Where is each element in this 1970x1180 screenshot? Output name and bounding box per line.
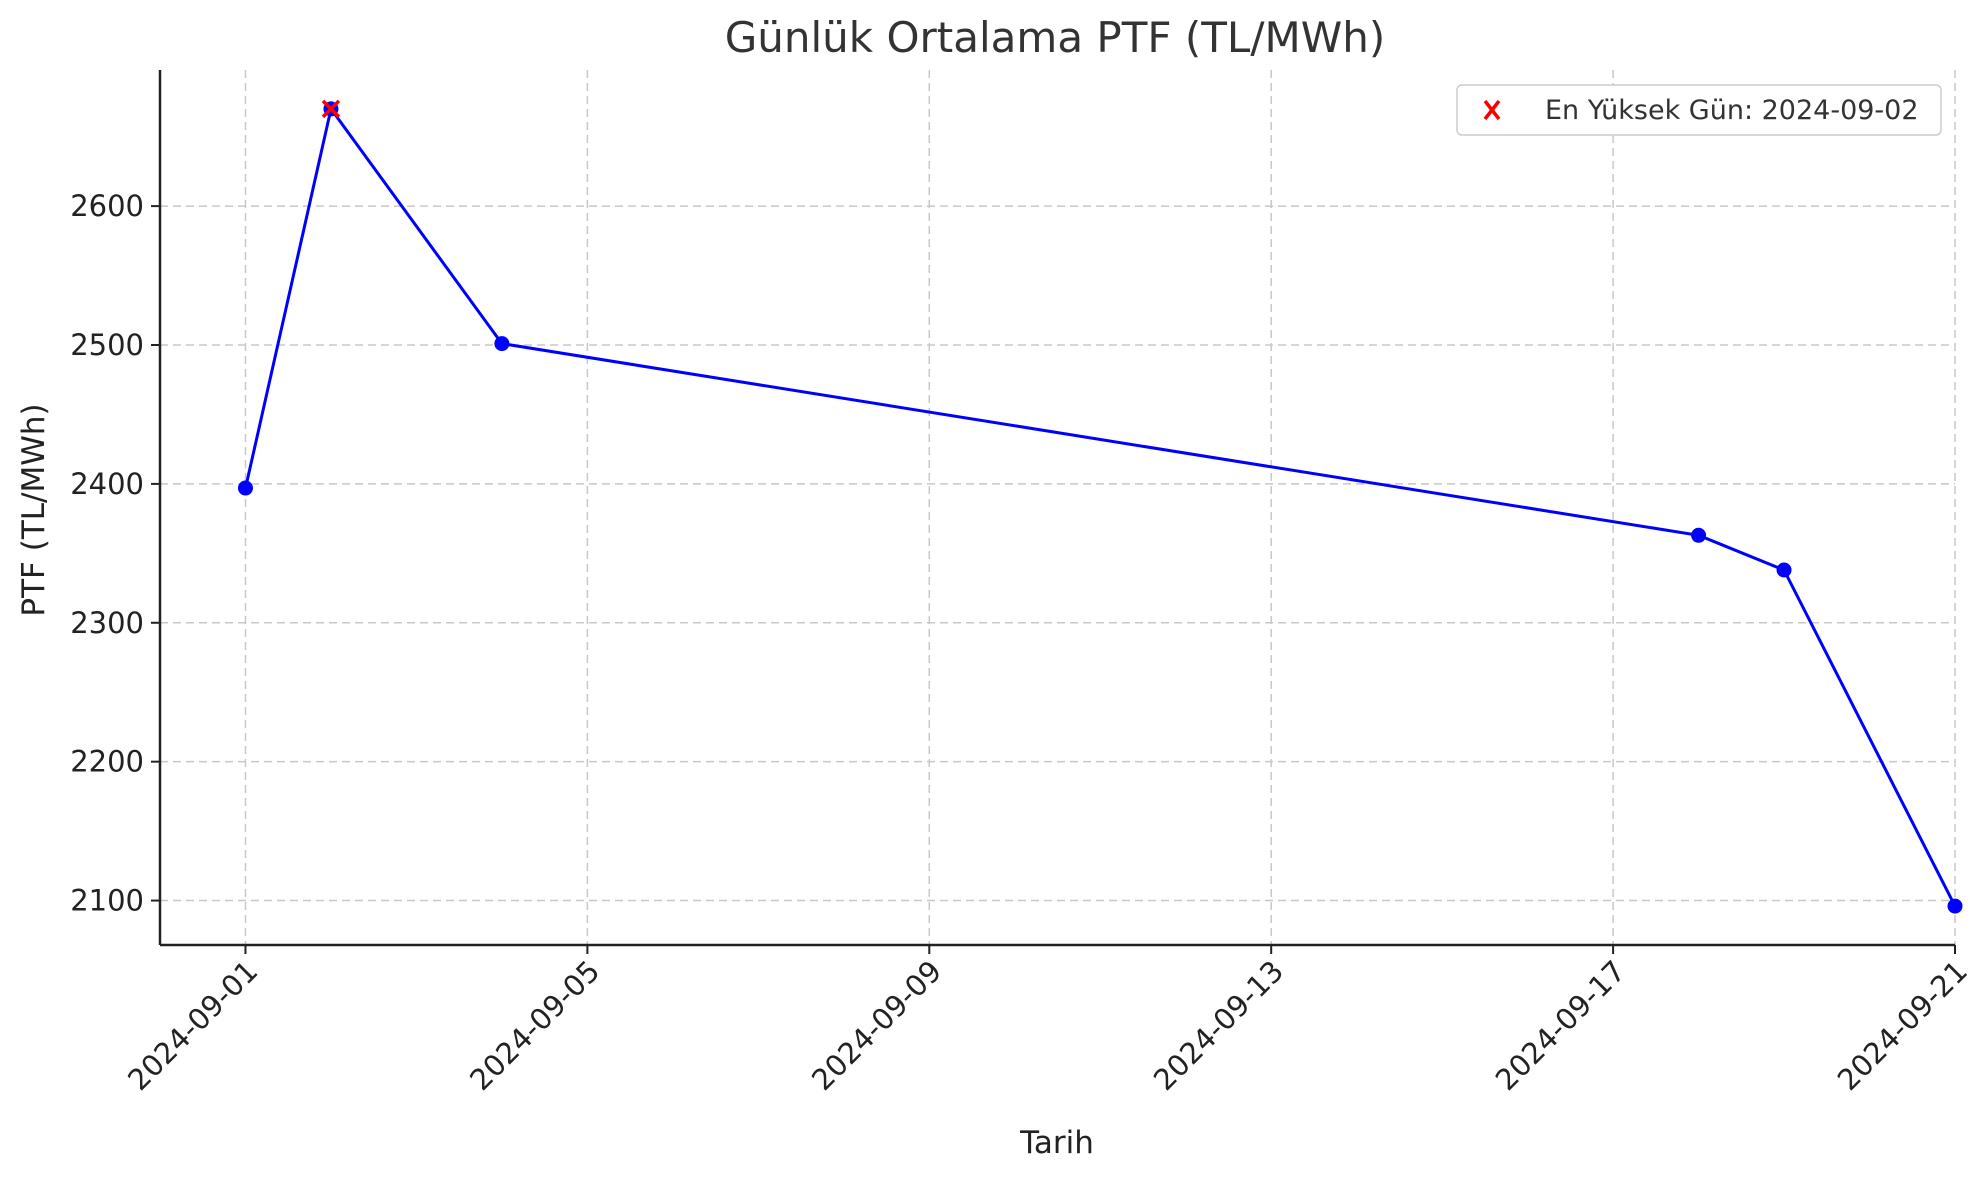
y-tick-label: 2600 (70, 189, 144, 223)
data-point (1947, 898, 1963, 914)
x-ticks: 2024-09-01 2024-09-05 2024-09-09 2024-09-13… (121, 945, 1970, 1097)
x-tick-label: 2024-09-09 (805, 954, 948, 1097)
data-point (1691, 527, 1707, 543)
highlight-marker (321, 99, 341, 119)
x-tick-label: 2024-09-05 (463, 954, 606, 1097)
y-tick-label: 2500 (70, 328, 144, 362)
x-tick-label: 2024-09-21 (1831, 954, 1970, 1097)
y-tick-label: 2100 (70, 884, 144, 918)
legend-box (1456, 84, 1942, 136)
series-line (244, 107, 1957, 907)
legend: En Yüksek Gün: 2024-09-02 (1456, 84, 1942, 136)
x-axis-label: Tarih (1019, 1125, 1094, 1161)
y-ticks: 2100 2200 2300 2400 2500 2600 (70, 189, 160, 918)
x-tick-label: 2024-09-17 (1489, 954, 1632, 1097)
legend-entry-label: En Yüksek Gün: 2024-09-02 (1545, 95, 1919, 126)
chart-title: Günlük Ortalama PTF (TL/MWh) (725, 13, 1386, 62)
data-point (1776, 562, 1792, 578)
series (237, 101, 1963, 914)
x-tick-label: 2024-09-13 (1147, 954, 1290, 1097)
data-point (494, 336, 510, 352)
axes (158, 70, 1955, 947)
highlight-x-stroke (321, 99, 341, 119)
y-tick-label: 2400 (70, 467, 144, 501)
x-tick-label: 2024-09-01 (121, 954, 264, 1097)
y-axis-label: PTF (TL/MWh) (16, 403, 52, 616)
y-tick-label: 2300 (70, 606, 144, 640)
legend-x-icon (1483, 99, 1501, 121)
grid (160, 70, 1956, 945)
y-tick-label: 2200 (70, 745, 144, 779)
data-point (237, 480, 253, 496)
